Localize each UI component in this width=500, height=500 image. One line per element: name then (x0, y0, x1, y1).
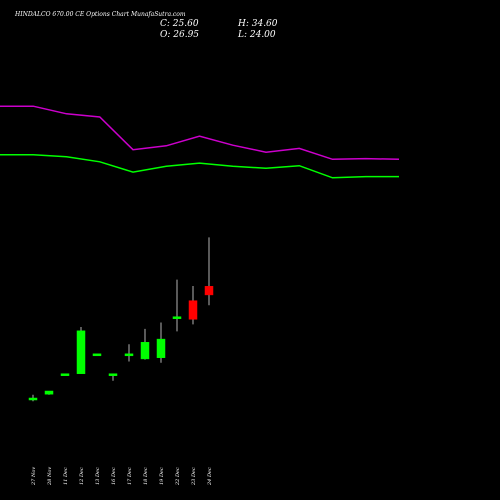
close-readout: C: 25.60 (160, 19, 199, 29)
upper-indicator-line (0, 154, 399, 179)
x-tick-label: 24 Dec (207, 467, 213, 486)
x-tick-label: 17 Dec (127, 467, 133, 485)
x-tick-label: 23 Dec (191, 467, 197, 486)
candle-body (108, 373, 118, 376)
x-tick-label: 12 Dec (79, 467, 85, 485)
candle-body (140, 342, 150, 360)
x-axis-ticks: 27 Nov 28 Nov 11 Dec 12 Dec 13 Dec 16 Dec 17 D… (31, 467, 213, 486)
candle-body (76, 330, 86, 374)
low-readout: L: 24.00 (237, 30, 276, 40)
candle-body (28, 397, 38, 401)
x-tick-label: 22 Dec (175, 467, 181, 486)
candle-body (92, 353, 102, 357)
x-tick-label: 18 Dec (143, 467, 149, 485)
candle-body (204, 286, 214, 296)
candle-body (124, 353, 134, 357)
x-tick-label: 13 Dec (95, 467, 101, 485)
candle-body (156, 338, 166, 358)
candle-body (44, 390, 54, 395)
x-tick-label: 28 Nov (47, 467, 53, 486)
candle-body (188, 300, 198, 320)
candles (28, 237, 214, 402)
x-tick-label: 11 Dec (63, 467, 69, 485)
lower-indicator-line (0, 105, 400, 161)
x-tick-label: 27 Nov (31, 467, 37, 486)
candle-body (172, 316, 182, 319)
high-readout: H: 34.60 (237, 19, 278, 29)
indicator-lines (0, 105, 400, 179)
x-tick-label: 16 Dec (111, 467, 117, 485)
open-readout: O: 26.95 (160, 30, 199, 40)
chart-title: HINDALCO 670.00 CE Options Chart MunafaS… (14, 11, 186, 18)
candle-body (60, 373, 70, 376)
x-tick-label: 19 Dec (159, 467, 165, 485)
